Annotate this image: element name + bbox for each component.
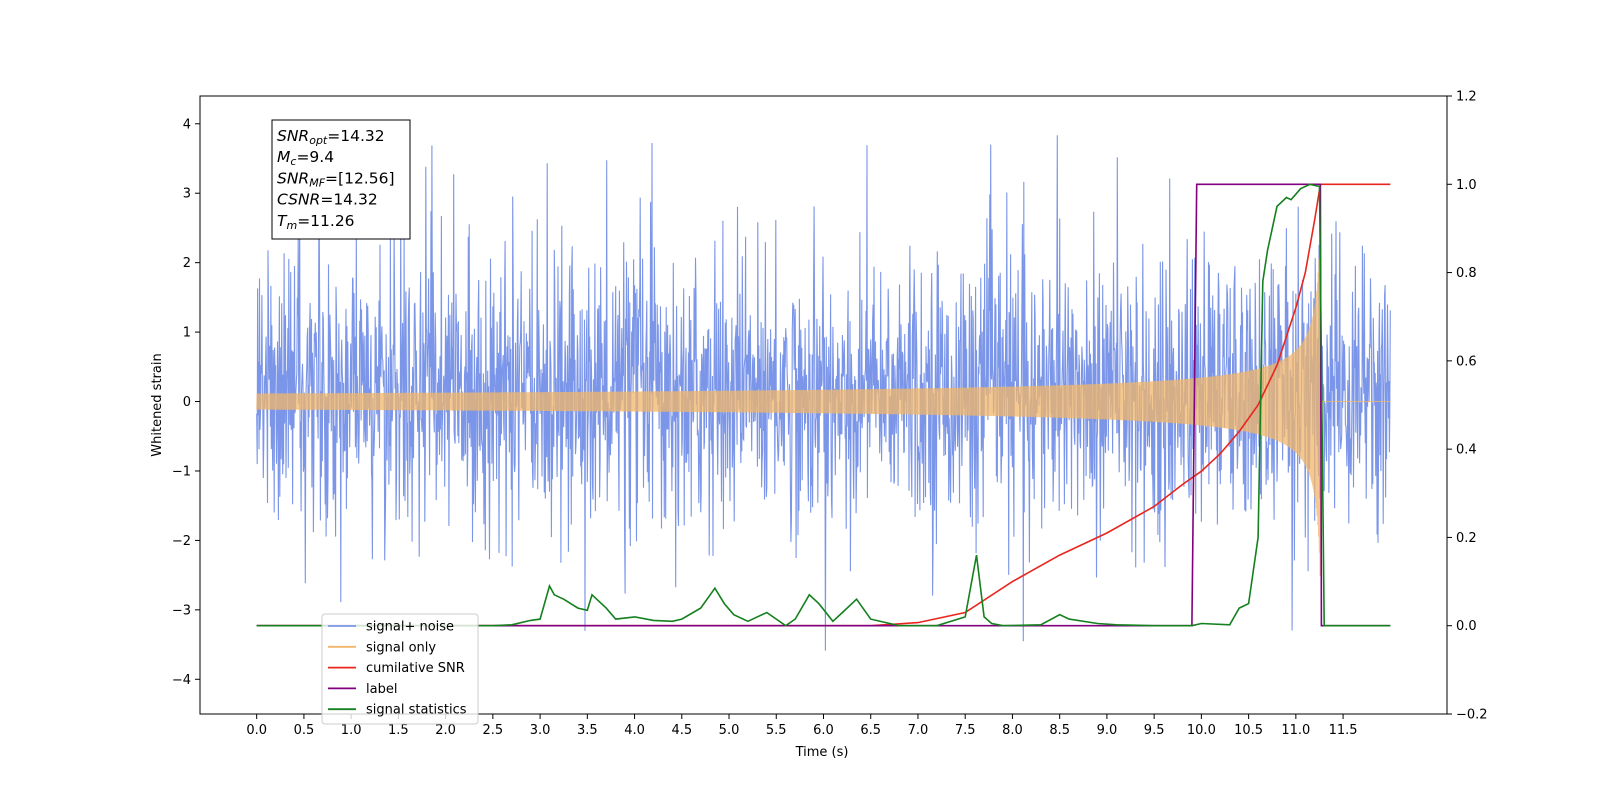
legend: signal+ noise signal only cumilative SNR la… bbox=[321, 613, 479, 725]
x-tick-label: 10.0 bbox=[1187, 723, 1216, 738]
x-tick-label: 4.5 bbox=[671, 723, 692, 738]
noise-series-layer bbox=[256, 135, 1391, 651]
series-line-signal-statistics bbox=[256, 183, 1391, 627]
y-tick-label: 0 bbox=[183, 395, 191, 410]
lines-layer bbox=[256, 183, 1391, 627]
x-tick-label: 0.5 bbox=[294, 723, 315, 738]
legend-item-cumilative-snr: cumilative SNR bbox=[328, 661, 465, 676]
info-annotation-line: SNRMF=[12.56] bbox=[277, 169, 395, 189]
y2-tick-label: 0.4 bbox=[1456, 443, 1477, 458]
y-tick-label: −2 bbox=[172, 534, 191, 549]
y2-tick-label: 0.0 bbox=[1456, 619, 1477, 634]
legend-label: label bbox=[366, 682, 397, 697]
info-annotation-line: CSNR=14.32 bbox=[277, 191, 378, 209]
x-tick-label: 7.0 bbox=[908, 723, 929, 738]
y2-tick-label: −0.2 bbox=[1456, 708, 1488, 723]
x-tick-label: 11.5 bbox=[1329, 723, 1358, 738]
x-tick-label: 10.5 bbox=[1234, 723, 1263, 738]
legend-label: signal+ noise bbox=[366, 620, 454, 635]
x-tick-label: 5.5 bbox=[766, 723, 787, 738]
x-tick-label: 2.5 bbox=[483, 723, 504, 738]
x-tick-label: 9.0 bbox=[1097, 723, 1118, 738]
info-annotation-line: SNRopt=14.32 bbox=[277, 127, 385, 147]
y2-tick-label: 1.0 bbox=[1456, 178, 1477, 193]
y2-tick-label: 1.2 bbox=[1456, 90, 1477, 105]
y2-tick-label: 0.8 bbox=[1456, 266, 1477, 281]
y-axis-label: Whitened strain bbox=[150, 353, 165, 456]
legend-item-signal-statistics: signal statistics bbox=[328, 703, 467, 718]
legend-item-signal-only: signal only bbox=[328, 640, 436, 655]
info-annotation-line: Mc=9.4 bbox=[277, 148, 334, 168]
legend-item-signal-noise: signal+ noise bbox=[328, 620, 454, 635]
x-tick-label: 9.5 bbox=[1144, 723, 1165, 738]
y2-tick-label: 0.6 bbox=[1456, 354, 1477, 369]
legend-label: signal statistics bbox=[366, 703, 467, 718]
x-tick-label: 11.0 bbox=[1281, 723, 1310, 738]
x-tick-label: 6.0 bbox=[813, 723, 834, 738]
x-tick-label: 6.5 bbox=[860, 723, 881, 738]
legend-item-label: label bbox=[328, 682, 397, 697]
y-axis-left: −4 −3 −2 −1 0 1 2 3 4 bbox=[172, 117, 200, 688]
legend-label: cumilative SNR bbox=[366, 661, 465, 676]
y-tick-label: −4 bbox=[172, 673, 191, 688]
x-tick-label: 0.0 bbox=[246, 723, 267, 738]
series-line-signal-only bbox=[256, 210, 1391, 577]
series-line-signal-noise bbox=[256, 135, 1391, 651]
y-tick-label: 4 bbox=[183, 117, 191, 132]
info-annotation-line: Tm=11.26 bbox=[277, 212, 355, 232]
x-tick-label: 2.0 bbox=[435, 723, 456, 738]
x-tick-label: 3.0 bbox=[530, 723, 551, 738]
x-tick-label: 8.5 bbox=[1049, 723, 1070, 738]
x-tick-label: 7.5 bbox=[955, 723, 976, 738]
x-tick-label: 1.0 bbox=[341, 723, 362, 738]
legend-label: signal only bbox=[366, 640, 436, 655]
x-axis-label: Time (s) bbox=[795, 745, 849, 760]
y-axis-right: −0.2 0.0 0.2 0.4 0.6 0.8 1.0 1.2 bbox=[1447, 90, 1488, 723]
y-tick-label: −3 bbox=[172, 603, 191, 618]
y-tick-label: −1 bbox=[172, 464, 191, 479]
y-tick-label: 3 bbox=[183, 187, 191, 202]
x-axis: 0.0 0.5 1.0 1.5 2.0 2.5 3.0 3.5 4.0 4.5 5.0 5.5 6.0 6… bbox=[246, 714, 1358, 738]
y2-tick-label: 0.2 bbox=[1456, 531, 1477, 546]
legend-box bbox=[321, 613, 479, 725]
x-tick-label: 5.0 bbox=[719, 723, 740, 738]
signal-series-layer bbox=[256, 210, 1391, 577]
x-tick-label: 3.5 bbox=[577, 723, 598, 738]
y-tick-label: 2 bbox=[183, 256, 191, 271]
y-tick-label: 1 bbox=[183, 326, 191, 341]
info-annotation-box bbox=[271, 119, 411, 240]
x-tick-label: 4.0 bbox=[624, 723, 645, 738]
x-tick-label: 8.0 bbox=[1002, 723, 1023, 738]
x-tick-label: 1.5 bbox=[388, 723, 409, 738]
